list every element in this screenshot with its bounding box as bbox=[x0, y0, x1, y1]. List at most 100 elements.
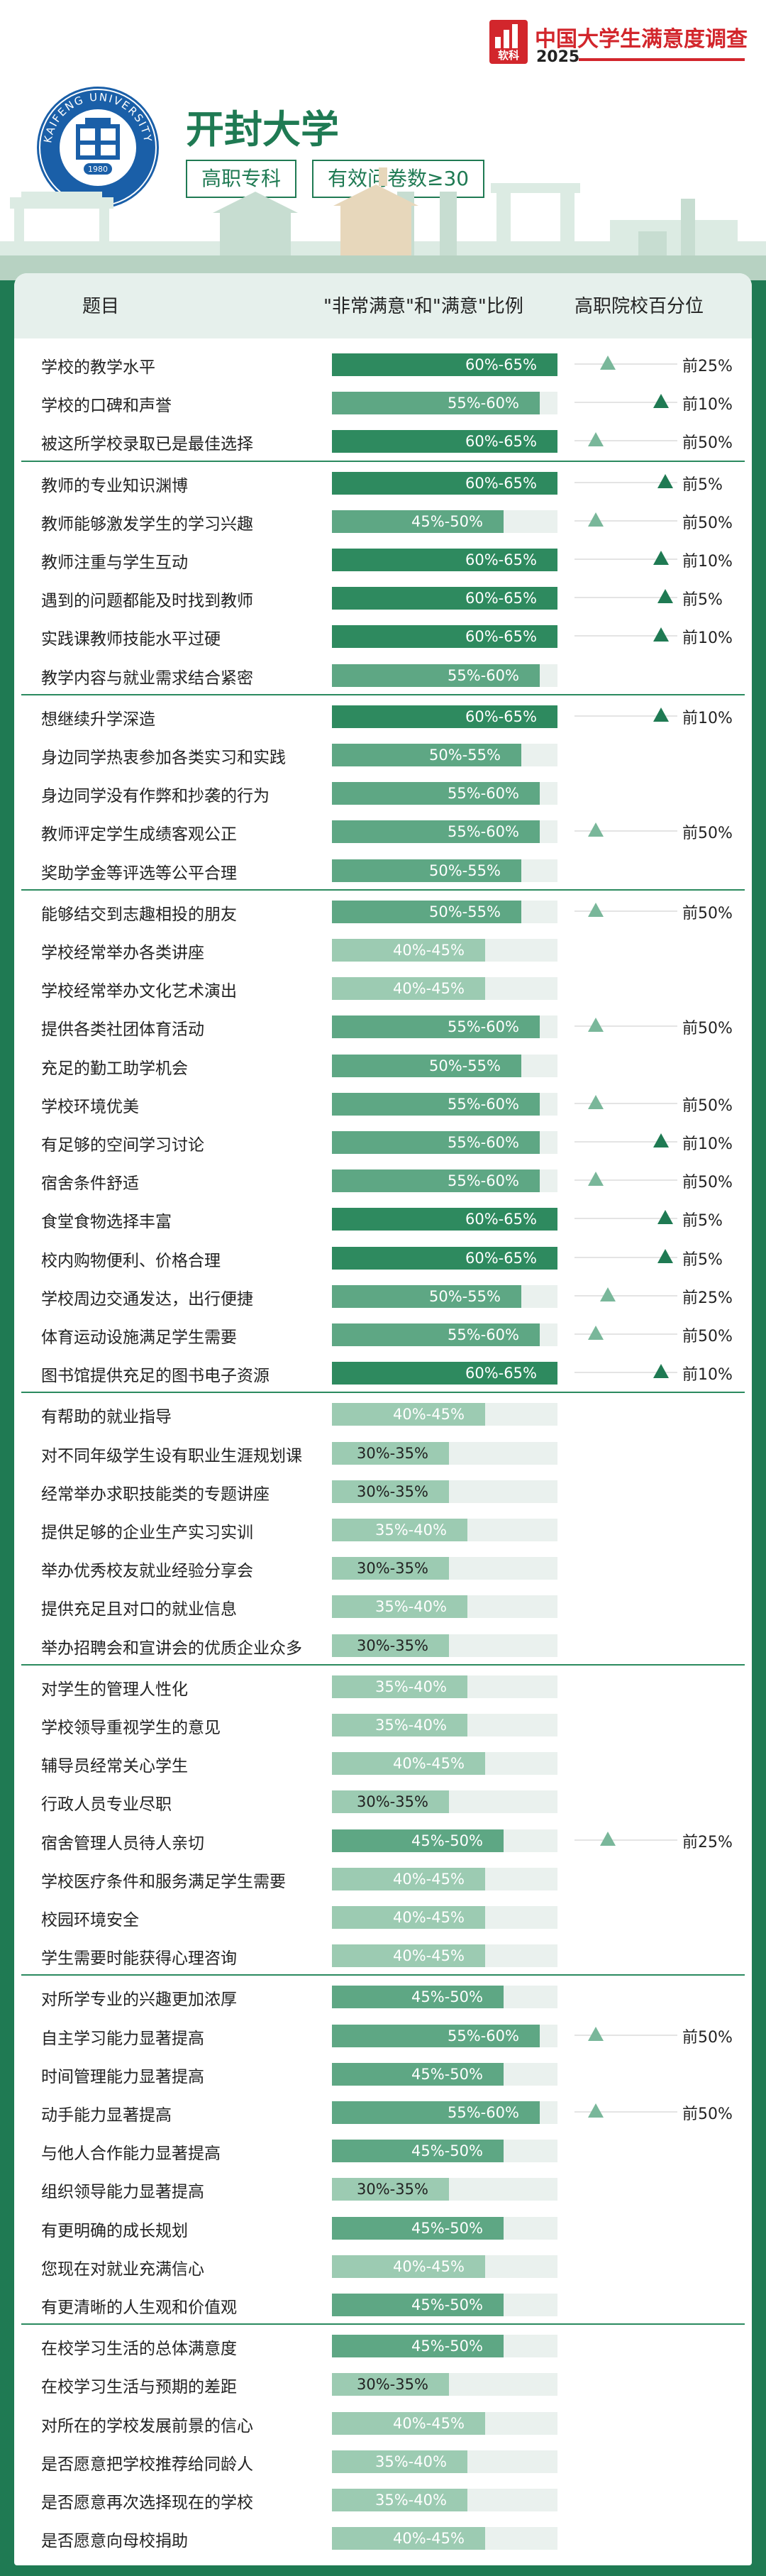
ratio-bar bbox=[332, 1131, 540, 1154]
row-label: 身边同学热衷参加各类实习和实践 bbox=[41, 749, 286, 767]
ratio-bar-track: 60%-65% bbox=[332, 1246, 557, 1270]
header-item: 题目 bbox=[82, 296, 120, 317]
percentile-marker-icon bbox=[588, 1326, 604, 1340]
table-row: 有更清晰的人生观和价值观 45%-50% bbox=[14, 2284, 752, 2323]
row-label: 教师的专业知识渊博 bbox=[41, 476, 188, 495]
ratio-value: 50%-55% bbox=[429, 747, 501, 764]
table-row: 学校环境优美 55%-60% 前50% bbox=[14, 1084, 752, 1122]
row-label: 对所在的学校发展前景的信心 bbox=[41, 2416, 253, 2435]
percentile-marker-icon bbox=[653, 627, 669, 642]
ratio-value: 40%-45% bbox=[393, 980, 465, 998]
table-row: 对所学专业的兴趣更加浓厚 45%-50% bbox=[14, 1976, 752, 2015]
row-label: 在校学习生活与预期的差距 bbox=[41, 2378, 237, 2397]
percentile-track bbox=[574, 1333, 677, 1335]
table-row: 学校周边交通发达，出行便捷 50%-55% 前25% bbox=[14, 1276, 752, 1314]
row-label: 学校环境优美 bbox=[41, 1097, 139, 1116]
percentile-marker-icon bbox=[588, 1018, 604, 1033]
ratio-value: 45%-50% bbox=[411, 512, 483, 530]
ratio-bar-track: 45%-50% bbox=[332, 1986, 557, 2009]
percentile-track bbox=[574, 519, 677, 522]
ratio-bar bbox=[332, 1441, 449, 1465]
percentile-marker-icon bbox=[653, 1133, 669, 1147]
ratio-value: 40%-45% bbox=[393, 1909, 465, 1926]
group-divider bbox=[21, 1974, 745, 1976]
ratio-bar-track: 60%-65% bbox=[332, 625, 557, 649]
ratio-bar-track: 55%-60% bbox=[332, 664, 557, 687]
tag-vocational: 高职专科 bbox=[186, 160, 297, 198]
ratio-bar-track: 50%-55% bbox=[332, 1054, 557, 1077]
ratio-value: 40%-45% bbox=[393, 2414, 465, 2432]
percentile-value: 前50% bbox=[682, 434, 733, 453]
table-row: 能够结交到志趣相投的朋友 50%-55% 前50% bbox=[14, 891, 752, 930]
ratio-bar bbox=[332, 2255, 485, 2278]
ratio-bar-track: 60%-65% bbox=[332, 587, 557, 610]
percentile-value: 前25% bbox=[682, 1289, 733, 1307]
row-label: 经常举办求职技能类的专题讲座 bbox=[41, 1485, 270, 1504]
table-row: 提供足够的企业生产实习实训 35%-40% bbox=[14, 1509, 752, 1548]
table-header: 题目 "非常满意"和"满意"比例 高职院校百分位 bbox=[14, 273, 752, 338]
ratio-bar bbox=[332, 1015, 540, 1039]
ratio-value: 30%-35% bbox=[357, 1636, 428, 1654]
ratio-value: 35%-40% bbox=[375, 1717, 447, 1734]
percentile-value: 前10% bbox=[682, 553, 733, 571]
group-divider bbox=[21, 888, 745, 891]
header-rank: 高职院校百分位 bbox=[574, 296, 704, 317]
ratio-bar bbox=[332, 2335, 504, 2358]
ratio-bar-track: 45%-50% bbox=[332, 1829, 557, 1852]
ratio-value: 60%-65% bbox=[465, 628, 537, 646]
ratio-value: 40%-45% bbox=[393, 942, 465, 959]
ratio-bar-track: 40%-45% bbox=[332, 1906, 557, 1929]
ratio-bar bbox=[332, 1092, 540, 1116]
row-label: 行政人员专业尽职 bbox=[41, 1795, 172, 1815]
ratio-value: 60%-65% bbox=[465, 708, 537, 725]
ratio-value: 55%-60% bbox=[448, 2027, 519, 2044]
percentile-marker-icon bbox=[588, 512, 604, 527]
ratio-value: 55%-60% bbox=[448, 666, 519, 684]
ratio-bar-track: 35%-40% bbox=[332, 1675, 557, 1698]
percentile-marker-icon bbox=[588, 432, 604, 447]
title-underline bbox=[579, 58, 745, 61]
ratio-value: 45%-50% bbox=[411, 2065, 483, 2083]
ratio-value: 60%-65% bbox=[465, 1365, 537, 1382]
table-row: 想继续升学深造 60%-65% 前10% bbox=[14, 696, 752, 734]
percentile-track bbox=[574, 1256, 677, 1258]
ratio-bar bbox=[332, 1714, 467, 1736]
percentile-track bbox=[574, 402, 677, 404]
percentile-track bbox=[574, 2111, 677, 2113]
ratio-bar bbox=[332, 664, 540, 687]
ratio-value: 55%-60% bbox=[448, 2104, 519, 2121]
ratio-value: 60%-65% bbox=[465, 590, 537, 607]
ratio-bar bbox=[332, 587, 557, 610]
row-label: 自主学习能力显著提高 bbox=[41, 2029, 204, 2048]
ratio-bar bbox=[332, 471, 557, 495]
ratio-bar bbox=[332, 2062, 504, 2086]
ratio-value: 30%-35% bbox=[357, 1793, 428, 1811]
ratio-bar-track: 55%-60% bbox=[332, 2024, 557, 2047]
ratio-bar-track: 45%-50% bbox=[332, 2294, 557, 2316]
ratio-value: 50%-55% bbox=[429, 903, 501, 920]
ratio-value: 45%-50% bbox=[411, 1988, 483, 2006]
table-row: 提供充足且对口的就业信息 35%-40% bbox=[14, 1586, 752, 1624]
table-row: 有帮助的就业指导 40%-45% bbox=[14, 1394, 752, 1432]
ratio-bar-track: 40%-45% bbox=[332, 1403, 557, 1426]
table-row: 宿舍条件舒适 55%-60% 前50% bbox=[14, 1160, 752, 1199]
row-label: 是否愿意再次选择现在的学校 bbox=[41, 2494, 253, 2512]
ratio-value: 35%-40% bbox=[375, 1598, 447, 1616]
ratio-bar-track: 55%-60% bbox=[332, 1015, 557, 1039]
ratio-bar bbox=[332, 1480, 449, 1503]
row-label: 有更清晰的人生观和价值观 bbox=[41, 2299, 237, 2317]
ratio-bar bbox=[332, 2450, 467, 2473]
ratio-bar bbox=[332, 1790, 449, 1814]
ratio-value: 30%-35% bbox=[357, 2181, 428, 2198]
ratio-bar-track: 55%-60% bbox=[332, 1131, 557, 1154]
percentile-marker-icon bbox=[600, 1287, 616, 1301]
ratio-bar bbox=[332, 1634, 449, 1657]
row-label: 想继续升学深造 bbox=[41, 710, 155, 729]
table-row: 教学内容与就业需求结合紧密 55%-60% bbox=[14, 655, 752, 693]
group-divider bbox=[21, 460, 745, 462]
percentile-marker-icon bbox=[653, 394, 669, 409]
ratio-bar bbox=[332, 1246, 557, 1270]
row-label: 宿舍条件舒适 bbox=[41, 1174, 139, 1194]
row-label: 被这所学校录取已是最佳选择 bbox=[41, 435, 253, 454]
ratio-bar-track: 40%-45% bbox=[332, 2255, 557, 2278]
